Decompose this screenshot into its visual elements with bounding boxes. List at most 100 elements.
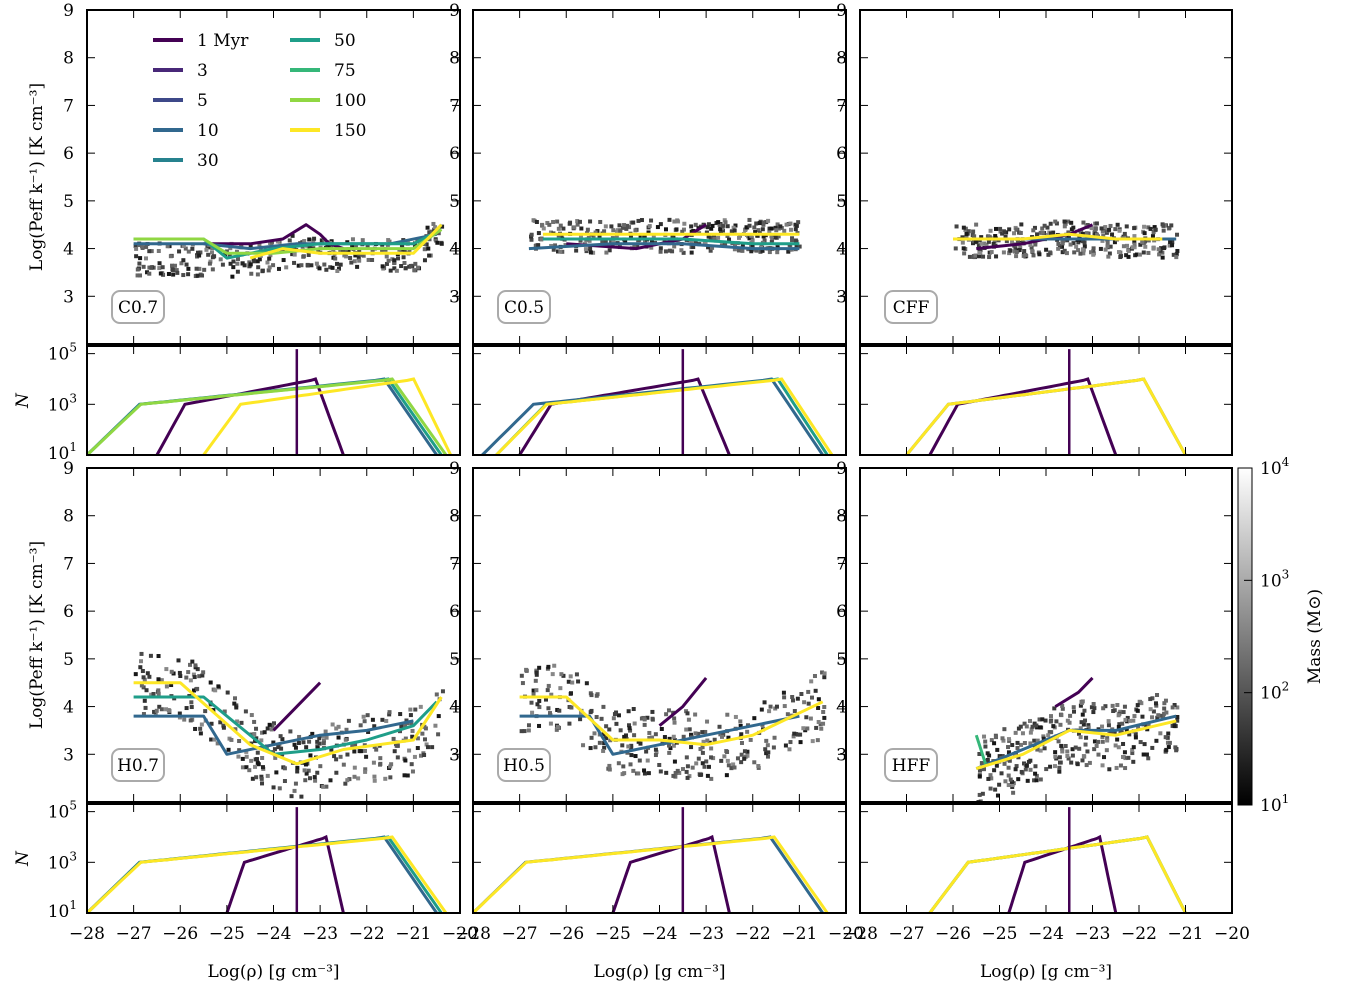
density-cell <box>1078 238 1083 243</box>
density-cell <box>694 761 699 766</box>
density-cell <box>1066 219 1071 224</box>
density-cell <box>145 671 150 676</box>
density-cell <box>1142 231 1147 236</box>
density-cell <box>179 261 184 266</box>
density-cell <box>308 753 313 758</box>
density-cell <box>356 776 361 781</box>
density-cell <box>672 244 677 249</box>
density-cell <box>1020 731 1025 736</box>
panel-label-box <box>884 748 938 782</box>
density-cell <box>192 675 197 680</box>
density-cell <box>1011 790 1016 795</box>
density-cell <box>739 752 744 757</box>
density-cell <box>1032 225 1037 230</box>
density-cell <box>265 260 270 265</box>
density-cell <box>1004 239 1009 244</box>
density-cell <box>617 223 622 228</box>
legend-label: 30 <box>197 151 219 171</box>
density-cell <box>1132 245 1137 250</box>
density-cell <box>1013 730 1018 735</box>
density-cell <box>415 736 420 741</box>
density-cell <box>667 248 672 253</box>
density-cell <box>1077 746 1082 751</box>
density-cell <box>1094 743 1099 748</box>
density-cell <box>292 742 297 747</box>
density-cell <box>1057 755 1062 760</box>
y-tick-label: 3 <box>836 287 847 307</box>
density-cell <box>186 249 191 254</box>
density-cell <box>716 235 721 240</box>
density-cell <box>979 235 984 240</box>
density-cell <box>642 771 647 776</box>
density-cell <box>614 235 619 240</box>
panel-h0.5: 3 4 5 6 7 8 9 H0.5 <box>449 459 847 803</box>
density-cell <box>651 234 656 239</box>
y-axis-label: Log(Peff k⁻¹) [K cm⁻³] <box>27 83 47 271</box>
density-cell <box>742 749 747 754</box>
density-cell <box>252 732 257 737</box>
density-cell <box>1057 769 1062 774</box>
density-cell <box>156 249 161 254</box>
density-cell <box>1146 250 1151 255</box>
density-cell <box>804 715 809 720</box>
density-cell <box>739 760 744 765</box>
density-cell <box>1080 712 1085 717</box>
density-cell <box>973 239 978 244</box>
density-cell <box>977 792 982 797</box>
axes-frame <box>86 9 461 345</box>
density-cell <box>272 747 277 752</box>
density-cell <box>1146 756 1151 761</box>
density-cell <box>953 246 958 251</box>
hist-line-10 <box>85 377 438 457</box>
density-cell <box>547 711 552 716</box>
density-cell <box>982 734 987 739</box>
density-cell <box>594 693 599 698</box>
density-cell <box>1002 761 1007 766</box>
density-cell <box>408 263 413 268</box>
y-tick-label: 8 <box>63 49 74 69</box>
hist-line-150 <box>495 377 834 457</box>
density-cell <box>196 250 201 255</box>
density-cell <box>1112 240 1117 245</box>
density-cell <box>1016 240 1021 245</box>
density-cell <box>1048 251 1053 256</box>
density-cell <box>1008 777 1013 782</box>
density-cell <box>727 237 732 242</box>
density-cell <box>318 764 323 769</box>
density-cell <box>253 764 258 769</box>
density-cell <box>200 273 205 278</box>
density-cell <box>626 709 631 714</box>
density-cell <box>1100 238 1105 243</box>
density-cell <box>1153 227 1158 232</box>
density-cell <box>691 244 696 249</box>
density-cell <box>399 724 404 729</box>
density-cell <box>254 775 259 780</box>
x-tick-label: −28 <box>69 924 105 944</box>
density-cell <box>788 740 793 745</box>
density-cell <box>1166 731 1171 736</box>
density-cell <box>1158 713 1163 718</box>
density-cell <box>274 770 279 775</box>
panel-c0.5: 3 4 5 6 7 8 9 C0.5 <box>449 1 847 345</box>
density-cell <box>1105 738 1110 743</box>
density-cell <box>1007 227 1012 232</box>
density-cell <box>324 784 329 789</box>
density-cell <box>1122 704 1127 709</box>
density-cell <box>1161 715 1166 720</box>
density-cell <box>1093 226 1098 231</box>
density-cell <box>275 239 280 244</box>
density-cell <box>987 250 992 255</box>
density-cell <box>389 762 394 767</box>
density-cell <box>191 672 196 677</box>
density-cell <box>1035 738 1040 743</box>
density-cell <box>556 226 561 231</box>
density-cell <box>134 254 139 259</box>
density-cell <box>812 674 817 679</box>
density-cell <box>323 729 328 734</box>
density-cell <box>802 700 807 705</box>
density-cell <box>588 246 593 251</box>
density-cell <box>732 228 737 233</box>
panel-label-box <box>111 748 165 782</box>
panel-label-box <box>884 290 938 324</box>
density-cell <box>961 225 966 230</box>
